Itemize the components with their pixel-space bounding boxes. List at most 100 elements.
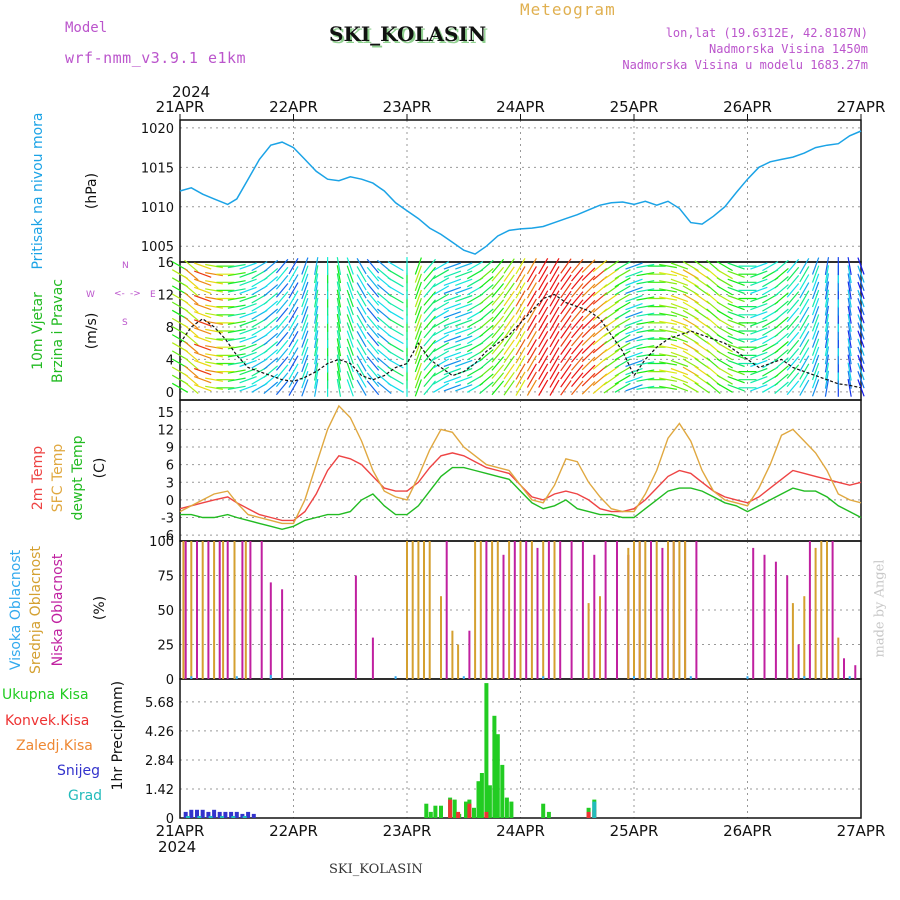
wind-arrow <box>571 291 584 306</box>
wind-arrow <box>443 384 462 392</box>
wind-arrow <box>603 357 620 370</box>
wind-arrow <box>786 258 800 274</box>
wind-arrow <box>423 356 436 371</box>
wind-arrow <box>336 265 342 284</box>
precip-bar <box>586 811 591 818</box>
wind-arrow <box>636 280 655 285</box>
wind-arrow <box>727 351 745 359</box>
wind-arrow <box>811 306 820 324</box>
wind-arrow <box>581 299 596 314</box>
precip-bar <box>189 809 194 818</box>
low-cloud-bar <box>831 541 834 679</box>
low-cloud-bar <box>269 582 272 679</box>
ytick-label: 5.68 <box>145 696 174 711</box>
wind-arrow <box>387 317 404 328</box>
low-cloud-bar <box>661 547 664 679</box>
wind-arrow <box>193 303 212 311</box>
wind-arrow <box>263 365 279 378</box>
wind-arrow <box>774 276 789 289</box>
wind-arrow <box>503 323 515 339</box>
wind-arrow <box>184 316 199 330</box>
wind-arrow <box>314 330 319 349</box>
wind-arrow <box>503 298 515 315</box>
wind-arrow <box>786 348 800 363</box>
wind-arrow <box>603 325 620 337</box>
wind-arrow <box>614 317 631 328</box>
wind-arrow <box>786 283 800 298</box>
wind-arrow <box>526 322 537 340</box>
wind-arrow <box>625 384 643 392</box>
wind-arrow <box>227 337 246 342</box>
wind-arrow <box>581 316 596 330</box>
wind-arrow <box>288 339 299 356</box>
wind-arrow <box>625 367 643 376</box>
wind-arrow <box>694 284 710 297</box>
wind-arrow <box>503 331 515 347</box>
wind-arrow <box>275 283 289 298</box>
wind-arrow <box>227 385 246 390</box>
wind-arrow <box>659 377 678 382</box>
wind-arrow <box>786 356 800 371</box>
wind-arrow <box>479 357 494 370</box>
precip-bar <box>185 816 190 818</box>
wind-arrow <box>193 351 212 359</box>
wind-arrow <box>571 348 584 363</box>
wind-arrow <box>288 314 299 331</box>
wind-arrow <box>581 324 596 338</box>
wind-arrow <box>560 380 572 396</box>
mid-cloud-bar <box>508 541 511 679</box>
wind-arrow <box>346 289 354 308</box>
wind-arrow <box>625 327 643 335</box>
wind-arrow <box>847 313 852 332</box>
xtick-label-top: 25APR <box>610 98 659 116</box>
wind-arrow <box>526 371 537 388</box>
wind-arrow <box>239 270 257 278</box>
precip-bar <box>492 715 497 818</box>
wind-arrow <box>356 371 367 388</box>
wind-arrow <box>716 301 733 312</box>
wind-arrow <box>336 297 342 316</box>
wind-arrow <box>455 351 473 359</box>
wind-arrow <box>515 274 526 291</box>
wind-arrow <box>824 265 830 284</box>
wind-arrow <box>603 309 620 321</box>
low-cloud-bar <box>808 541 811 679</box>
wind-arrow <box>614 285 631 296</box>
precip-bar <box>439 805 443 818</box>
wind-arrow <box>625 319 643 327</box>
wind-arrow <box>774 341 789 354</box>
wind-arrow <box>560 363 572 380</box>
low-cloud-bar <box>249 541 252 679</box>
wind-arrow <box>443 343 462 351</box>
wind-arrow <box>387 382 404 393</box>
wind-arrow <box>549 314 560 331</box>
wind-arrow <box>625 343 643 351</box>
wind-arrow <box>414 273 422 292</box>
wind-arrow <box>716 285 733 296</box>
ytick-label: 1015 <box>141 161 174 176</box>
wind-arrow <box>581 267 596 281</box>
wind-arrow <box>670 286 689 295</box>
wind-arrow <box>659 312 678 317</box>
precip-bar <box>592 801 597 818</box>
wind-arrow <box>336 305 342 324</box>
wind-arrow <box>659 304 678 309</box>
wind-arrow <box>184 373 199 386</box>
wind-arrow <box>387 269 404 280</box>
wind-arrow <box>423 364 436 379</box>
cloud-unit: (%) <box>92 596 108 620</box>
wind-arrow <box>811 297 820 316</box>
mid-cloud-bar <box>411 541 414 679</box>
low-cloud-bar <box>281 589 284 679</box>
mid-cloud-bar <box>479 541 482 679</box>
wind-arrow <box>549 258 560 275</box>
wind-arrow <box>423 266 436 282</box>
wind-arrow <box>750 278 768 286</box>
high-cloud-bar <box>235 676 238 679</box>
wind-arrow <box>824 321 830 341</box>
wind-arrow <box>811 370 820 389</box>
mid-cloud-bar <box>519 541 522 679</box>
wind-arrow <box>526 266 537 283</box>
wind-arrow <box>263 341 279 354</box>
wind-arrow <box>636 272 655 277</box>
